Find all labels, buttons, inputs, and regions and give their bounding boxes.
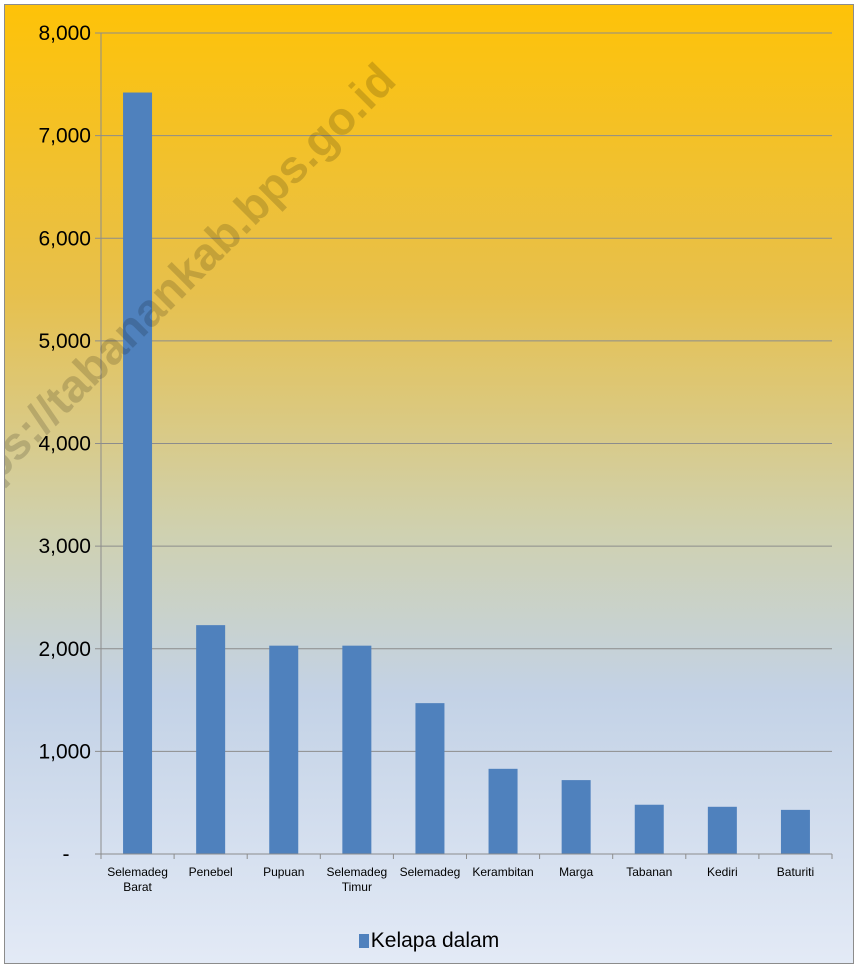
y-tick-label: - bbox=[63, 843, 70, 866]
bar bbox=[415, 703, 445, 854]
x-tick-label: Selemadeg Timur bbox=[326, 865, 387, 894]
legend-label: Kelapa dalam bbox=[370, 929, 500, 952]
x-tick-label: Baturiti bbox=[777, 865, 814, 879]
bar bbox=[123, 92, 153, 854]
y-tick-label: 5,000 bbox=[38, 330, 91, 353]
y-tick-label: 6,000 bbox=[38, 227, 91, 250]
x-tick-label: Penebel bbox=[189, 865, 233, 879]
legend-swatch bbox=[358, 934, 369, 948]
y-tick-label: 1,000 bbox=[38, 740, 91, 763]
x-tick-label: Selemadeg bbox=[400, 865, 461, 879]
x-tick-label: Kerambitan bbox=[472, 865, 533, 879]
bar bbox=[342, 645, 372, 854]
bar bbox=[269, 645, 299, 854]
tick-labels: - 1,000 2,000 3,000 4,000 5,000 6,000 7,000 8,00… bbox=[38, 22, 814, 894]
y-tick-label: 7,000 bbox=[38, 125, 91, 148]
bar-chart: - 1,000 2,000 3,000 4,000 5,000 6,000 7,000 8,00… bbox=[38, 22, 833, 894]
chart-area: - 1,000 2,000 3,000 4,000 5,000 6,000 7,000 8,00… bbox=[4, 4, 854, 964]
x-tick-label: Kediri bbox=[707, 865, 738, 879]
y-tick-label: 3,000 bbox=[38, 535, 91, 558]
bar bbox=[634, 804, 664, 854]
bar bbox=[780, 809, 810, 854]
legend: Kelapa dalam bbox=[5, 929, 853, 953]
y-tick-label: 8,000 bbox=[38, 22, 91, 45]
axes bbox=[95, 32, 833, 859]
bar bbox=[196, 625, 226, 854]
x-tick-label: Marga bbox=[559, 865, 593, 879]
x-tick-label: Selemadeg Barat bbox=[107, 865, 168, 894]
x-tick-label: Pupuan bbox=[263, 865, 304, 879]
y-tick-label: 2,000 bbox=[38, 638, 91, 661]
y-tick-label: 4,000 bbox=[38, 433, 91, 456]
bar bbox=[561, 780, 591, 854]
bar bbox=[707, 806, 737, 854]
bars bbox=[123, 92, 810, 854]
x-tick-label: Tabanan bbox=[626, 865, 672, 879]
bar bbox=[488, 768, 518, 854]
